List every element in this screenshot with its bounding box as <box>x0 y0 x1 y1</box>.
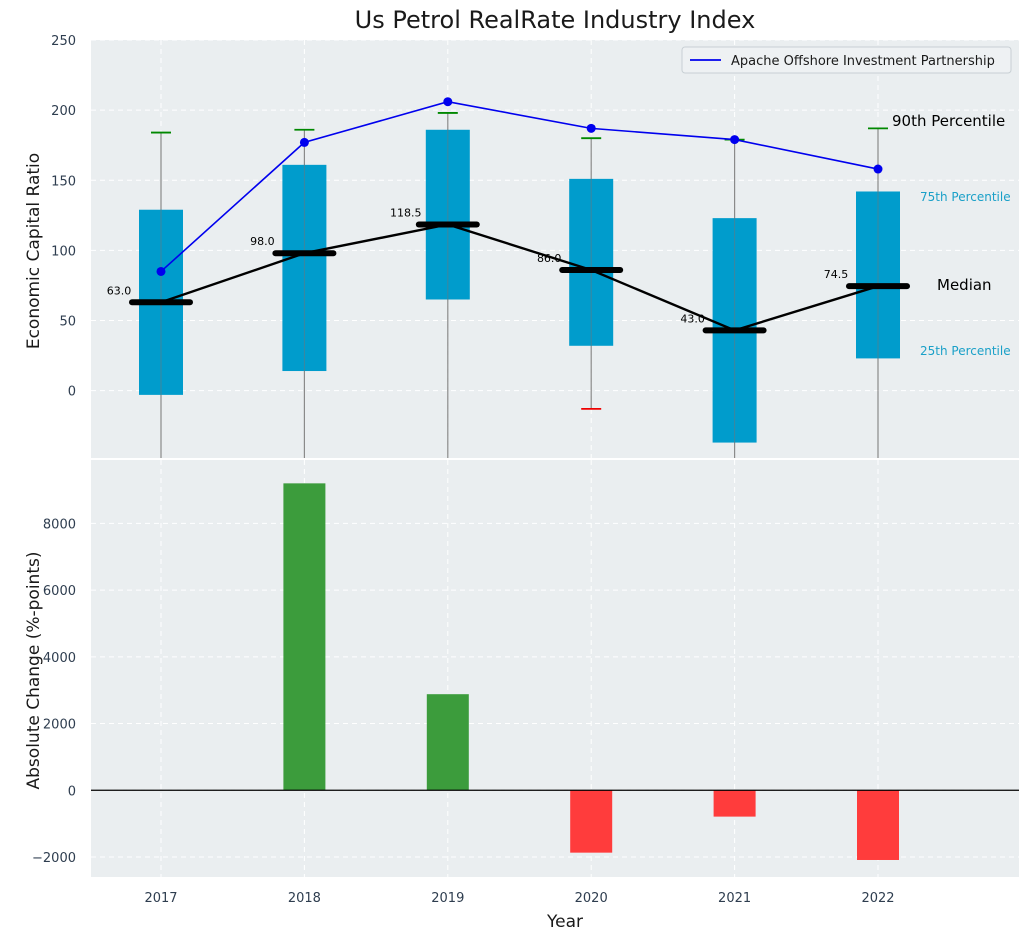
legend-label-apache: Apache Offshore Investment Partnership <box>731 54 995 69</box>
bottom-ytick-8000: 8000 <box>43 517 76 532</box>
bottom-ytick-4000: 4000 <box>43 651 76 666</box>
median-label-2022: 74.5 <box>824 268 849 281</box>
bottom-y-axis-label: Absolute Change (%-points) <box>24 552 44 790</box>
xtick-2022: 2022 <box>861 891 894 906</box>
top-ytick-0: 0 <box>68 385 76 400</box>
series-point-2019 <box>443 97 453 107</box>
series-point-2020 <box>586 123 596 133</box>
change-bar-2018 <box>283 483 326 791</box>
top-plot-area <box>129 97 910 458</box>
change-bar-2022 <box>857 790 899 860</box>
annotation-90th-percentile: 90th Percentile <box>892 112 1005 130</box>
chart-title: Us Petrol RealRate Industry Index <box>355 6 756 34</box>
x-axis-label: Year <box>546 912 583 932</box>
median-label-2018: 98.0 <box>250 235 275 248</box>
series-point-2017 <box>156 266 166 276</box>
change-bar-2019 <box>426 694 469 791</box>
xtick-2017: 2017 <box>144 891 177 906</box>
top-ytick-150: 150 <box>51 174 76 189</box>
legend: Apache Offshore Investment Partnership <box>681 46 1012 74</box>
top-ytick-200: 200 <box>51 104 76 119</box>
top-ytick-100: 100 <box>51 244 76 259</box>
bottom-ytick--2000: −2000 <box>32 851 76 866</box>
xtick-2021: 2021 <box>718 891 751 906</box>
series-point-2022 <box>873 164 883 174</box>
median-label-2020: 86.0 <box>537 252 562 265</box>
xtick-2019: 2019 <box>431 891 464 906</box>
legend-box <box>681 46 1012 74</box>
bottom-ytick-0: 0 <box>68 784 76 799</box>
annotation-median: Median <box>937 276 992 294</box>
bottom-ytick-2000: 2000 <box>43 718 76 733</box>
annotation-25th-percentile: 25th Percentile <box>920 344 1011 358</box>
bottom-ytick-6000: 6000 <box>43 584 76 599</box>
series-point-2018 <box>299 137 309 147</box>
change-bar-2021 <box>713 790 756 817</box>
series-point-2021 <box>730 135 740 145</box>
median-trend-line <box>160 223 879 332</box>
change-bar-2020 <box>570 790 613 853</box>
median-label-2019: 118.5 <box>390 206 422 219</box>
top-y-axis-label: Economic Capital Ratio <box>24 153 44 349</box>
annotation-75th-percentile: 75th Percentile <box>920 190 1011 204</box>
top-ytick-250: 250 <box>51 34 76 49</box>
median-label-2021: 43.0 <box>680 312 705 325</box>
xtick-2020: 2020 <box>575 891 608 906</box>
top-ytick-50: 50 <box>59 315 76 330</box>
median-label-2017: 63.0 <box>107 284 132 297</box>
xtick-2018: 2018 <box>288 891 321 906</box>
series-line-apache <box>160 100 879 273</box>
